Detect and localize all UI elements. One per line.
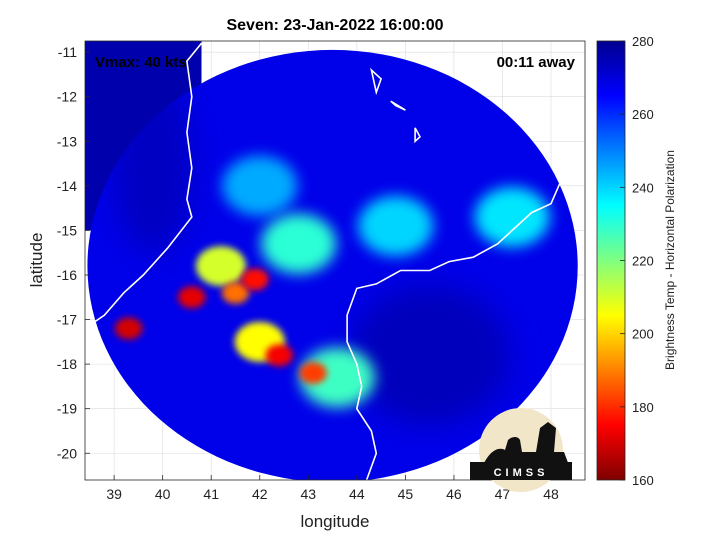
islet-coastline (370, 67, 383, 96)
y-tick-label: -16 (57, 267, 77, 283)
x-tick-label: 47 (495, 486, 511, 502)
islet-coastline (414, 127, 422, 144)
colorbar-tick-label: 260 (632, 107, 654, 122)
y-tick-label: -17 (57, 312, 77, 328)
logo-band (470, 462, 572, 480)
y-tick-label: -18 (57, 356, 77, 372)
colorbar-tick-label: 280 (632, 34, 654, 49)
colorbar-ticks: 160 180 200 220 240 260 280 (620, 34, 654, 488)
colorbar-label: Brightness Temp - Horizontal Polarizatio… (663, 150, 677, 370)
logo-silhouette (482, 422, 570, 468)
x-tick-label: 45 (398, 486, 414, 502)
y-tick-label: -20 (57, 445, 77, 461)
cimss-logo: CIMSS (470, 408, 572, 492)
y-axis-ticks: -11 -12 -13 -14 -15 -16 -17 -18 -19 -20 (57, 44, 90, 461)
warm-patch-east (349, 285, 510, 426)
x-tick-label: 43 (301, 486, 317, 502)
colorbar-tick-label: 180 (632, 400, 654, 415)
y-tick-label: -12 (57, 89, 77, 105)
x-tick-label: 42 (252, 486, 268, 502)
logo-text: CIMSS (494, 467, 549, 479)
y-tick-label: -15 (57, 222, 77, 238)
x-axis-label: longitude (300, 512, 369, 531)
rainband-east (358, 195, 434, 256)
chart-title: Seven: 23-Jan-2022 16:00:00 (226, 17, 443, 34)
rainband-arc (261, 213, 337, 274)
rainband-far-east (474, 187, 550, 248)
cold-core-e (299, 362, 327, 385)
cold-core-d (265, 344, 293, 367)
y-tick-label: -14 (57, 178, 77, 194)
coastline (85, 42, 585, 480)
x-tick-label: 41 (203, 486, 219, 502)
time-away-annotation: 00:11 away (497, 54, 576, 71)
madagascar-coastline (346, 167, 585, 480)
cold-core-a (114, 317, 143, 340)
x-tick-label: 39 (106, 486, 122, 502)
cold-core-b (178, 286, 206, 309)
colorbar-tick-label: 220 (632, 254, 654, 269)
x-tick-label: 46 (446, 486, 462, 502)
islet-coastline (390, 100, 406, 111)
x-axis-ticks: 39 40 41 42 43 44 45 46 47 48 (106, 475, 559, 502)
y-tick-label: -19 (57, 401, 77, 417)
axes-frame (84, 40, 586, 481)
cold-core-c (241, 268, 269, 291)
mainland-coastline (85, 42, 203, 330)
x-tick-label: 48 (543, 486, 559, 502)
colorbar-tick-label: 240 (632, 180, 654, 195)
rainband-north (222, 155, 298, 216)
y-axis-label: latitude (27, 233, 46, 288)
vmax-annotation: Vmax: 40 kts (95, 54, 187, 71)
colorbar-tick-label: 160 (632, 473, 654, 488)
y-tick-label: -13 (57, 133, 77, 149)
colorbar-tick-label: 200 (632, 327, 654, 342)
colorbar: 160 180 200 220 240 260 280 Brightness Temp - … (596, 34, 677, 488)
y-tick-label: -11 (58, 44, 77, 60)
x-tick-label: 40 (155, 486, 171, 502)
plot-area: 39 40 41 42 43 44 45 46 47 48 -11-12-13-14-15-16-… (57, 40, 586, 502)
cold-core-f (221, 281, 250, 304)
brightness-temp-swath (87, 49, 578, 480)
x-tick-label: 44 (349, 486, 365, 502)
rainband-west (195, 246, 246, 287)
